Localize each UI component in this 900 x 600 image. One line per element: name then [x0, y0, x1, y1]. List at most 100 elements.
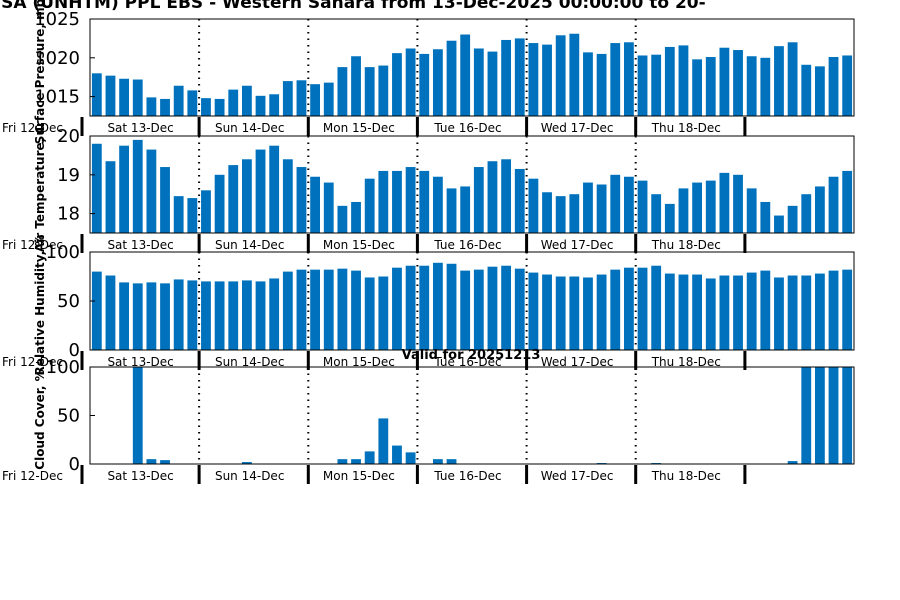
pressure-bar	[91, 73, 102, 116]
pressure-frame	[89, 18, 855, 117]
pressure-bar	[583, 52, 593, 116]
pressure-bar	[419, 53, 430, 116]
cloud-bar	[801, 367, 812, 464]
pressure-bar	[105, 75, 116, 116]
temperature-bar	[487, 161, 498, 233]
humidity-bar	[201, 281, 211, 350]
humidity-bar	[555, 276, 566, 350]
pressure-bar	[351, 56, 361, 116]
temperature-bar	[323, 182, 334, 233]
pressure-bar	[814, 66, 825, 116]
humidity-bar	[282, 271, 293, 350]
temperature-bar	[255, 149, 266, 233]
temperature-bar	[337, 205, 348, 233]
temperature-bar	[160, 167, 170, 233]
cloud-ytick-label: 100	[46, 357, 80, 378]
panel-pressure: 1015 1020 1025 Fri 12-Dec Sat 13-Dec Sun 14-D…	[2, 0, 855, 144]
humidity-bar	[814, 273, 825, 350]
pressure-bar	[323, 82, 334, 116]
temperature-bar	[119, 145, 130, 233]
temperature-bar	[146, 149, 157, 233]
humidity-bar	[460, 270, 471, 350]
pressure-bar	[637, 55, 648, 116]
humidity-bar	[678, 274, 689, 350]
pressure-bar	[733, 50, 743, 116]
humidity-bar	[419, 265, 430, 350]
humidity-bar	[569, 276, 580, 350]
cloud-bar	[351, 459, 361, 464]
pressure-day-label: Mon 15-Dec	[323, 121, 395, 135]
humidity-day-label: Wed 17-Dec	[541, 355, 614, 369]
pressure-bar	[119, 78, 130, 116]
cloud-day-label: Mon 15-Dec	[323, 469, 395, 483]
pressure-start-label: Fri 12-Dec	[2, 121, 63, 135]
temperature-bar	[310, 176, 321, 233]
pressure-bar	[201, 98, 211, 116]
pressure-bar	[392, 53, 402, 116]
temperature-bar	[692, 182, 703, 233]
humidity-bar	[596, 274, 607, 350]
humidity-bar	[446, 263, 457, 350]
temperature-bar	[392, 170, 402, 233]
humidity-bar	[173, 279, 184, 350]
pressure-bar	[146, 97, 157, 116]
temperature-bar	[801, 194, 812, 233]
temperature-bar	[501, 159, 512, 233]
humidity-day-label: Mon 15-Dec	[323, 355, 395, 369]
humidity-bar	[705, 278, 716, 350]
humidity-bar	[432, 262, 443, 350]
humidity-bar	[378, 276, 389, 350]
temperature-bar	[814, 186, 825, 233]
temperature-bar	[528, 178, 539, 233]
humidity-bar	[187, 280, 198, 350]
pressure-bar	[596, 53, 607, 116]
cloud-start-label: Fri 12-Dec	[2, 469, 63, 483]
pressure-bar	[501, 39, 512, 117]
humidity-bar	[487, 266, 498, 350]
temperature-bar	[132, 139, 143, 233]
temperature-bar	[241, 159, 252, 233]
temperature-ytick-label: 18	[57, 204, 80, 225]
humidity-bar	[241, 280, 252, 350]
pressure-bar	[364, 67, 375, 116]
humidity-bar	[692, 274, 703, 350]
pressure-ytick-label: 1020	[34, 48, 80, 69]
humidity-bar	[269, 278, 280, 350]
humidity-bar	[310, 269, 321, 350]
humidity-bar	[760, 270, 771, 350]
humidity-bar	[801, 275, 812, 350]
panel-temperature: 18 19 20 Fri 12-Dec Sat 13-Dec Sun 14-Dec Mon …	[2, 125, 855, 253]
pressure-bar	[542, 44, 552, 116]
temperature-bar	[228, 165, 239, 233]
cloud-ytick-label: 0	[69, 454, 80, 475]
cloud-frame	[89, 366, 855, 465]
pressure-bar	[828, 57, 839, 116]
temperature-day-label: Sun 14-Dec	[215, 238, 284, 252]
cloud-bar	[132, 367, 143, 464]
pressure-bar	[487, 51, 498, 117]
humidity-bar	[337, 268, 348, 350]
pressure-bar	[569, 33, 580, 116]
pressure-day-label: Thu 18-Dec	[651, 121, 721, 135]
pressure-day-label: Sat 13-Dec	[107, 121, 173, 135]
temperature-bar	[405, 167, 416, 233]
pressure-bar	[842, 55, 853, 116]
pressure-bar	[187, 90, 198, 116]
pressure-bar	[228, 89, 239, 116]
humidity-bar	[733, 275, 743, 350]
cloud-day-label: Wed 17-Dec	[541, 469, 614, 483]
temperature-frame	[89, 135, 855, 234]
cloud-bar	[146, 459, 157, 464]
humidity-bar	[664, 273, 675, 350]
pressure-bar	[746, 56, 757, 116]
humidity-bar	[651, 265, 662, 350]
humidity-bar	[228, 281, 239, 350]
pressure-day-label: Sun 14-Dec	[215, 121, 284, 135]
pressure-bar	[787, 42, 798, 116]
pressure-bar	[160, 98, 170, 116]
temperature-bar	[719, 172, 730, 233]
temperature-ytick-label: 20	[57, 126, 80, 147]
humidity-ytick-label: 50	[57, 291, 80, 312]
temperature-bar	[364, 178, 375, 233]
